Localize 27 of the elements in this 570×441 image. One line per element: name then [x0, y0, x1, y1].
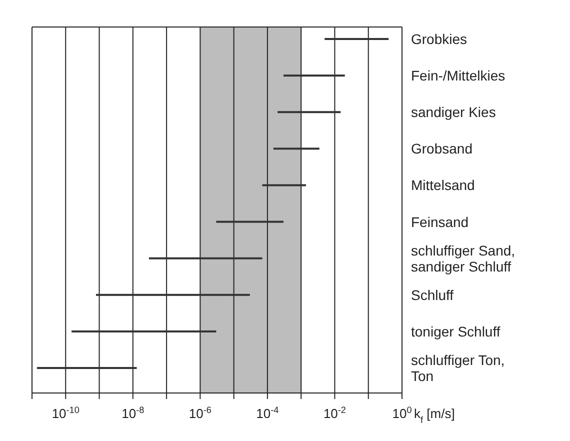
x-tick-label: 10$^{-6}$ — [188, 405, 212, 421]
bar — [278, 111, 341, 114]
x-tick-label: 10$^{-4}$ — [256, 405, 279, 421]
y-tick-label: Mittelsand — [411, 177, 475, 194]
y-tick-label: toniger Schluff — [411, 323, 500, 340]
y-tick-label: Schluff — [411, 286, 454, 303]
y-tick-label: schluffiger Ton, Ton — [411, 352, 505, 384]
bar — [148, 257, 262, 260]
bar — [262, 184, 306, 186]
x-axis-title: k$_{f}$ [m/s] — [414, 406, 455, 425]
x-tick-label: 10$^{0}$ — [392, 405, 412, 421]
bar — [284, 74, 345, 77]
bar — [273, 148, 320, 150]
bar — [216, 220, 284, 223]
y-tick-label: Feinsand — [411, 214, 469, 230]
y-tick-label: schluffiger Sand, sandiger Schluff — [411, 242, 516, 274]
x-tick-label: 10$^{-8}$ — [122, 405, 144, 421]
x-tick-label: 10$^{-2}$ — [323, 405, 346, 421]
y-tick-label: sandiger Kies — [411, 104, 496, 120]
y-tick-label: Grobkies — [411, 31, 468, 47]
bar — [36, 367, 137, 369]
y-tick-label: Fein-/Mittelkies — [411, 68, 506, 84]
y-tick-label: Grobsand — [411, 140, 472, 157]
bar — [324, 38, 389, 40]
bar — [72, 330, 216, 332]
x-tick-label: 10$^{-10}$ — [52, 405, 80, 421]
bar — [96, 294, 250, 296]
